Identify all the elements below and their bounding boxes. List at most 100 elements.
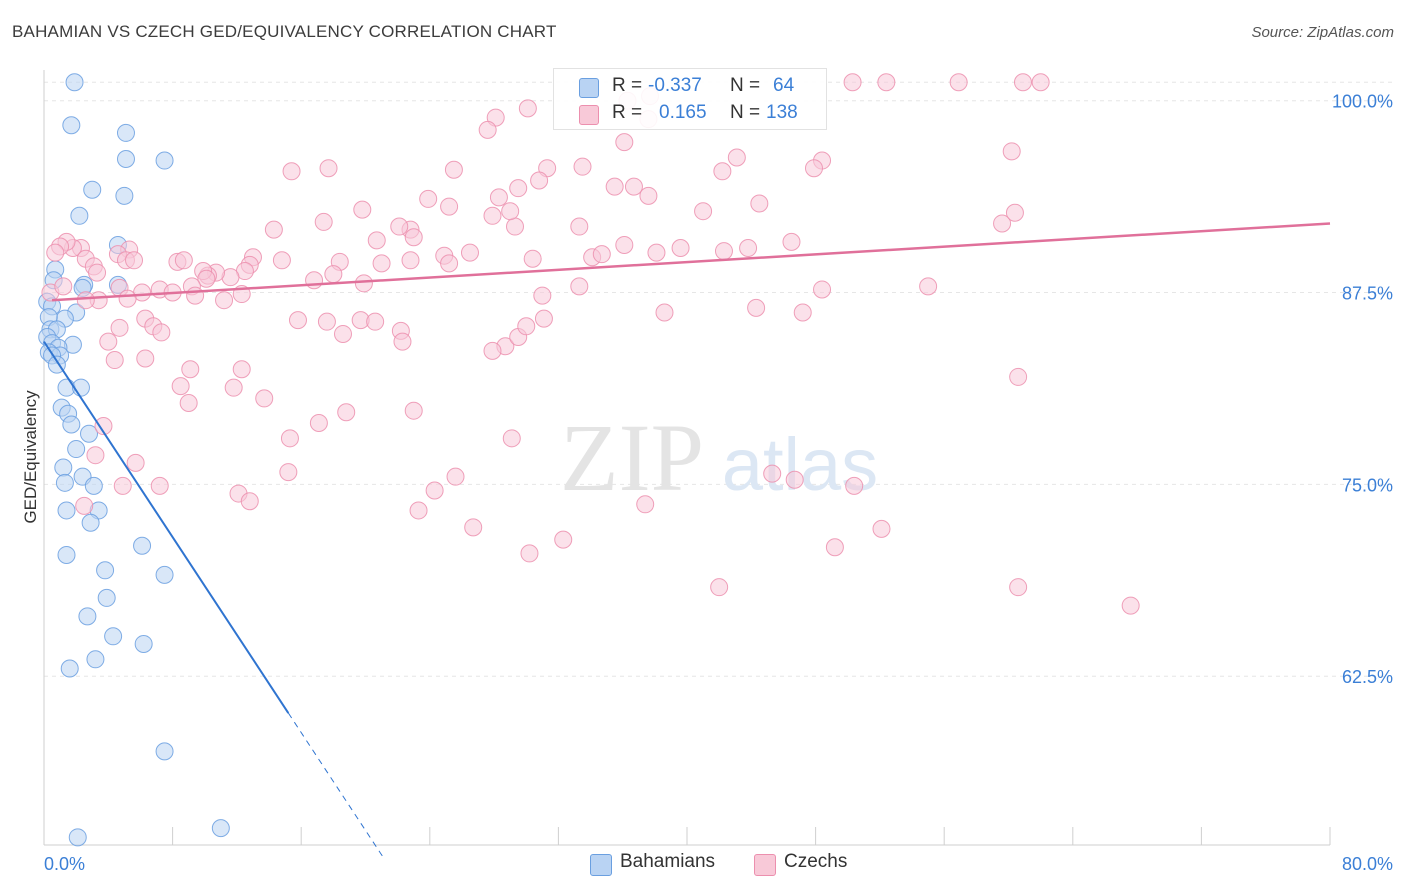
czech-point [949, 73, 968, 92]
czech-point [333, 324, 352, 343]
czech-point [393, 332, 412, 351]
bahamian-point [81, 513, 100, 532]
x-tick-label: 80.0% [1342, 854, 1393, 874]
czech-point [1005, 203, 1024, 222]
bahamians-trend-line [43, 341, 290, 714]
czech-point [354, 274, 373, 293]
czech-point [317, 312, 336, 331]
legend-n-label: N = [730, 75, 761, 96]
czech-point [309, 413, 328, 432]
legend-n-label: N = [730, 102, 761, 123]
bahamians-points [38, 73, 230, 847]
legend-swatch-blue [590, 854, 612, 876]
czech-point [186, 286, 205, 305]
czech-point [636, 495, 655, 514]
czech-point [523, 249, 542, 268]
czech-point [337, 403, 356, 422]
czech-point [75, 496, 94, 515]
bahamian-point [62, 415, 81, 434]
czech-point [518, 99, 537, 118]
czech-point [919, 277, 938, 296]
y-axis-label: GED/Equivalency [21, 390, 40, 524]
y-tick-label: 100.0% [1332, 92, 1393, 112]
czech-point [174, 251, 193, 270]
czech-point [425, 481, 444, 500]
czech-point [763, 464, 782, 483]
bahamian-point [104, 627, 123, 646]
czech-point [501, 202, 520, 221]
czech-point [197, 269, 216, 288]
bahamian-point [155, 565, 174, 584]
tick-labels: 100.0% 87.5% 75.0% 62.5% 0.0% 80.0% [44, 92, 1393, 874]
czech-point [1031, 73, 1050, 92]
czech-point [509, 179, 528, 198]
czech-point [1009, 578, 1028, 597]
bahamian-point [70, 206, 89, 225]
czech-point [727, 148, 746, 167]
czech-point [54, 277, 73, 296]
czech-point [554, 530, 573, 549]
czech-point [404, 228, 423, 247]
czech-point [570, 277, 589, 296]
legend-row-bahamians: R = -0.337 N = 64 [554, 73, 826, 99]
bahamian-point [57, 501, 76, 520]
czech-point [264, 220, 283, 239]
legend-r-value: -0.337 [648, 75, 702, 96]
czech-point [353, 200, 372, 219]
bahamian-point [83, 180, 102, 199]
czech-point [46, 243, 65, 262]
czech-point [605, 177, 624, 196]
czech-point [813, 280, 832, 299]
stats-legend: R = -0.337 N = 64 R = 0.165 N = 138 [553, 68, 827, 130]
czech-point [793, 303, 812, 322]
axes [43, 70, 1331, 846]
czech-point [647, 243, 666, 262]
czech-point [401, 251, 420, 270]
bahamian-point [80, 424, 99, 443]
bahamian-point [116, 150, 135, 169]
czech-point [785, 470, 804, 489]
czech-point [714, 242, 733, 261]
czech-point [76, 291, 95, 310]
legend-r-label: R = [612, 75, 643, 96]
czech-point [136, 349, 155, 368]
czech-point [710, 578, 729, 597]
y-tick-label: 75.0% [1342, 475, 1393, 495]
legend-n-value: 64 [773, 75, 795, 96]
czech-point [639, 186, 658, 205]
bahamian-point [155, 151, 174, 170]
legend-swatch-blue [579, 78, 599, 98]
bahamian-point [55, 473, 74, 492]
bahamians-trend-extension [287, 712, 384, 858]
trend-lines [43, 222, 1331, 858]
czech-point [825, 538, 844, 557]
legend-swatch-pink [579, 105, 599, 125]
czech-point [404, 401, 423, 420]
czech-point [94, 417, 113, 436]
czech-point [372, 254, 391, 273]
czech-point [460, 243, 479, 262]
czech-point [280, 429, 299, 448]
czech-point [843, 73, 862, 92]
czech-point [86, 446, 105, 465]
bahamian-point [54, 458, 73, 477]
bahamian-point [115, 186, 134, 205]
y-tick-label: 87.5% [1342, 284, 1393, 304]
legend-r-label: R = [612, 102, 643, 123]
bahamian-point [96, 561, 115, 580]
czech-point [655, 303, 674, 322]
czech-point [288, 311, 307, 330]
czech-point [505, 217, 524, 236]
czech-point [573, 157, 592, 176]
bahamian-point [60, 659, 79, 678]
czech-point [105, 351, 124, 370]
czech-point [152, 323, 171, 342]
czech-point [279, 463, 298, 482]
czech-point [255, 389, 274, 408]
czechs-trend-line [51, 222, 1331, 302]
czech-point [440, 254, 459, 273]
source-label: Source: ZipAtlas.com [1251, 24, 1394, 41]
czech-point [615, 235, 634, 254]
czech-point [483, 341, 502, 360]
czech-point [319, 159, 338, 178]
